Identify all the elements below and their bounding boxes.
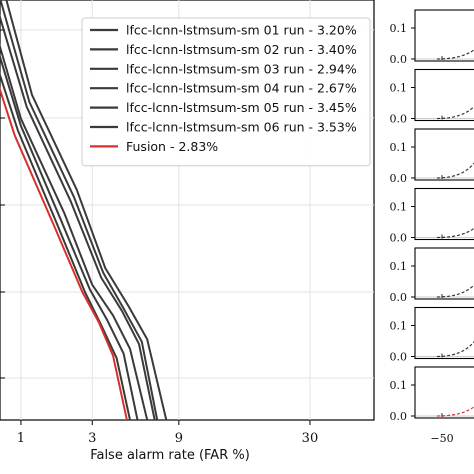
panel-y-tick-label: 0.0 (390, 351, 408, 364)
panel-y-tick-label: 0.1 (390, 260, 408, 273)
panel-frame (414, 187, 474, 241)
small-panel-7: 0.1 0.0 (390, 366, 474, 423)
main-x-ticks: 1 3 9 30 (0, 29, 319, 446)
panel-y-tick-label: 0.1 (390, 141, 408, 154)
legend-entry: lfcc-lcnn-lstmsum-sm 04 run - 2.67% (126, 81, 357, 96)
panel-frame (414, 247, 474, 300)
series-line-1 (0, 43, 149, 420)
panel-y-tick-label: 0.1 (390, 320, 408, 333)
panel-y-tick-label: 0.1 (390, 22, 408, 35)
panel-frame (414, 9, 474, 62)
small-panel-4: 0.1 0.0 (390, 187, 474, 245)
series-line-5 (0, 0, 159, 420)
panel-y-tick-label: 0.1 (390, 379, 408, 392)
x-tick-label: 9 (175, 431, 183, 446)
panel-y-tick-label: 0.1 (390, 82, 408, 95)
panel-y-tick-label: 0.0 (390, 232, 408, 245)
panel-frame (414, 366, 474, 419)
panel-frame (414, 68, 474, 122)
legend-entry: lfcc-lcnn-lstmsum-sm 06 run - 3.53% (126, 120, 357, 135)
small-panel-1: 0.1 0.0 (390, 9, 474, 66)
panel-y-tick-label: 0.0 (390, 113, 408, 126)
x-axis-label: False alarm rate (FAR %) (90, 448, 250, 463)
series-line-2 (0, 14, 156, 420)
x-tick-label: 3 (88, 431, 96, 446)
legend-entry: lfcc-lcnn-lstmsum-sm 01 run - 3.20% (126, 23, 357, 38)
legend-entry: lfcc-lcnn-lstmsum-sm 03 run - 2.94% (126, 61, 357, 76)
legend-entry: Fusion - 2.83% (126, 139, 218, 154)
panel-y-tick-label: 0.0 (390, 410, 408, 423)
small-panel-6: 0.1 0.0 (390, 306, 474, 364)
panel-curve (436, 405, 474, 417)
panel-curve (436, 340, 474, 358)
x-tick-label: 30 (302, 431, 319, 446)
right-panels: 0.10.00.10.00.10.00.10.00.10.00.10.00.10… (390, 9, 474, 445)
panel-y-tick-label: 0.0 (390, 291, 408, 304)
series-line-4 (0, 72, 131, 420)
panel-y-tick-label: 0.1 (390, 201, 408, 214)
small-panel-3: 0.1 0.0 (390, 128, 474, 185)
panel-curve (436, 48, 474, 60)
main-series (0, 0, 168, 420)
panel-y-tick-label: 0.0 (390, 53, 408, 66)
main-plot-frame (0, 0, 375, 421)
series-line-6 (5, 0, 168, 420)
legend: lfcc-lcnn-lstmsum-sm 01 run - 3.20% lfcc-… (81, 17, 371, 167)
legend-entry: lfcc-lcnn-lstmsum-sm 05 run - 3.45% (126, 100, 357, 115)
small-panel-2: 0.1 0.0 (390, 68, 474, 126)
panel-curve (436, 105, 474, 120)
panel-y-tick-label: 0.0 (390, 172, 408, 185)
panel-x-tick-label: −50 (430, 432, 453, 445)
panel-frame (414, 128, 474, 181)
main-chart: 1 3 9 30 lfcc-lcnn-lstmsum-sm 01 run - 3.20… (0, 0, 375, 463)
legend-box (81, 17, 371, 167)
panel-curve (436, 227, 474, 239)
series-line-3 (0, 53, 139, 420)
panel-curve (436, 284, 474, 298)
series-line-7 (0, 86, 128, 420)
small-panel-5: 0.1 0.0 (390, 247, 474, 304)
panel-frame (414, 306, 474, 360)
panel-curve (436, 162, 474, 179)
x-tick-label: 1 (17, 431, 25, 446)
legend-entry: lfcc-lcnn-lstmsum-sm 02 run - 3.40% (126, 42, 357, 57)
